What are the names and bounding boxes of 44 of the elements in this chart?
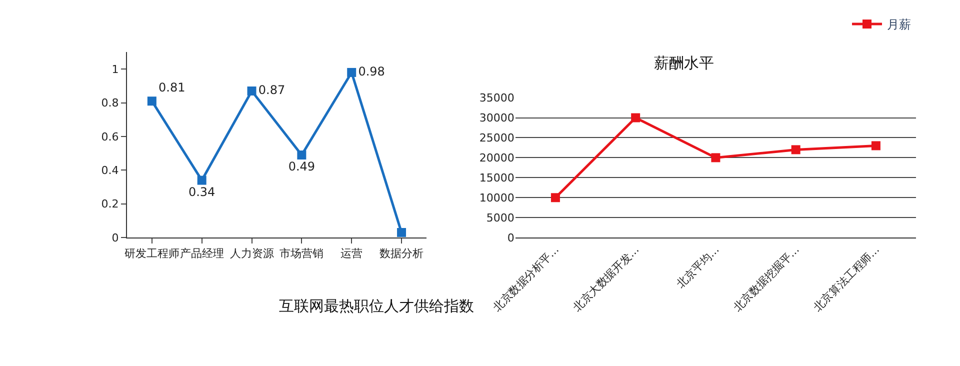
y-tick-label: 10000 — [479, 191, 514, 204]
text: 互联网最热职位人才供给指数 — [279, 297, 474, 315]
x-tick-label: 北京大数据开发... — [570, 243, 642, 314]
point — [197, 176, 206, 185]
y-tick-label: 0.6 — [101, 130, 119, 144]
x-tick-label: 北京平均... — [674, 243, 722, 291]
x-tick-label: 北京数据挖掘平... — [730, 243, 802, 314]
point — [550, 193, 560, 202]
x-tick-label: 数据分析 — [380, 246, 424, 260]
point — [631, 113, 640, 122]
x-tick-label: 人力资源 — [230, 246, 274, 260]
x-tick-label: 产品经理 — [180, 246, 224, 260]
y-tick-label: 0 — [112, 231, 119, 244]
point — [397, 228, 406, 238]
y-tick-label: 5000 — [486, 211, 514, 224]
point — [791, 145, 800, 154]
y-tick-label: 0.2 — [101, 198, 119, 211]
data-label: 0.49 — [288, 160, 316, 174]
x-tick-label: 北京算法工程师... — [810, 243, 882, 314]
data-label: 0.98 — [358, 64, 385, 78]
point — [711, 153, 720, 162]
y-tick-label: 0 — [507, 231, 514, 244]
x-tick-label: 研发工程师 — [124, 246, 180, 260]
data-label: 0.87 — [258, 82, 286, 97]
y-tick-label: 0.8 — [101, 96, 119, 110]
point — [147, 96, 156, 106]
y-tick-label: 30000 — [479, 112, 514, 125]
point — [347, 68, 356, 77]
y-tick-label: 20000 — [479, 152, 514, 165]
point — [871, 141, 880, 150]
point — [247, 86, 256, 96]
y-tick-label: 15000 — [479, 172, 514, 185]
y-tick-label: 1 — [112, 62, 119, 76]
x-tick-label: 运营 — [340, 246, 363, 260]
y-tick-label: 35000 — [479, 92, 514, 105]
x-tick-label: 北京数据分析平... — [490, 243, 562, 314]
legend-label: 月薪 — [887, 18, 912, 32]
chart-title: 薪酬水平 — [654, 54, 714, 72]
data-label: 0.34 — [188, 184, 216, 199]
point — [297, 150, 306, 160]
data-label: 0.81 — [158, 80, 186, 94]
y-tick-label: 0.4 — [101, 164, 119, 178]
y-tick-label: 25000 — [479, 132, 514, 145]
x-tick-label: 市场营销 — [280, 246, 324, 260]
